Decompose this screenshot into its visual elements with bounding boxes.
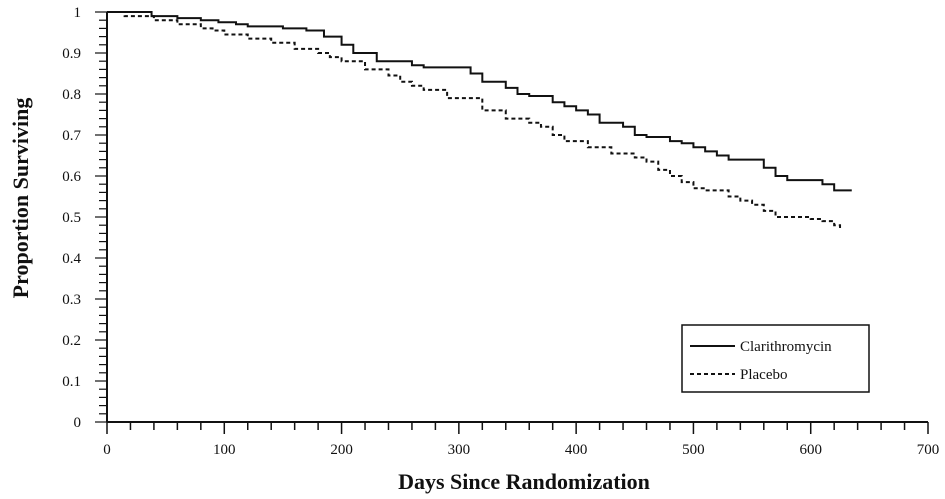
x-tick-label: 300 [448, 442, 471, 458]
x-axis-ticks [106, 422, 929, 434]
y-tick-label: 0.6 [62, 169, 81, 185]
y-tick-label: 0.2 [62, 333, 81, 349]
y-tick-label: 0.9 [62, 46, 81, 62]
y-tick-label: 0 [74, 415, 82, 431]
y-tick-label: 0.7 [62, 128, 81, 144]
y-tick-label: 0.1 [62, 374, 81, 390]
x-tick-label: 100 [213, 442, 236, 458]
legend: Clarithromycin Placebo [681, 324, 870, 393]
x-tick-label: 700 [917, 442, 940, 458]
legend-label-placebo: Placebo [740, 367, 787, 383]
y-tick-label: 0.8 [62, 87, 81, 103]
x-tick-label: 400 [565, 442, 588, 458]
series-line-clarithromycin [107, 11, 852, 192]
series-line-placebo [107, 11, 842, 230]
y-tick-label: 0.4 [62, 251, 81, 267]
y-tick-labels: 0 0.1 0.2 0.3 0.4 0.5 0.6 0.7 0.8 0.9 1 [62, 5, 81, 431]
y-axis-ticks [95, 11, 107, 423]
legend-box [681, 324, 870, 393]
y-axis-title: Proportion Surviving [8, 98, 33, 299]
x-tick-label: 0 [103, 442, 111, 458]
x-axis-title: Days Since Randomization [398, 469, 650, 494]
x-tick-label: 200 [330, 442, 353, 458]
x-tick-label: 600 [799, 442, 822, 458]
y-tick-label: 0.5 [62, 210, 81, 226]
x-tick-label: 500 [682, 442, 705, 458]
x-tick-labels: 0 100 200 300 400 500 600 700 [103, 442, 939, 458]
series-lines [107, 11, 852, 230]
y-tick-label: 1 [74, 5, 82, 21]
legend-label-clarithromycin: Clarithromycin [740, 339, 832, 355]
y-tick-label: 0.3 [62, 292, 81, 308]
